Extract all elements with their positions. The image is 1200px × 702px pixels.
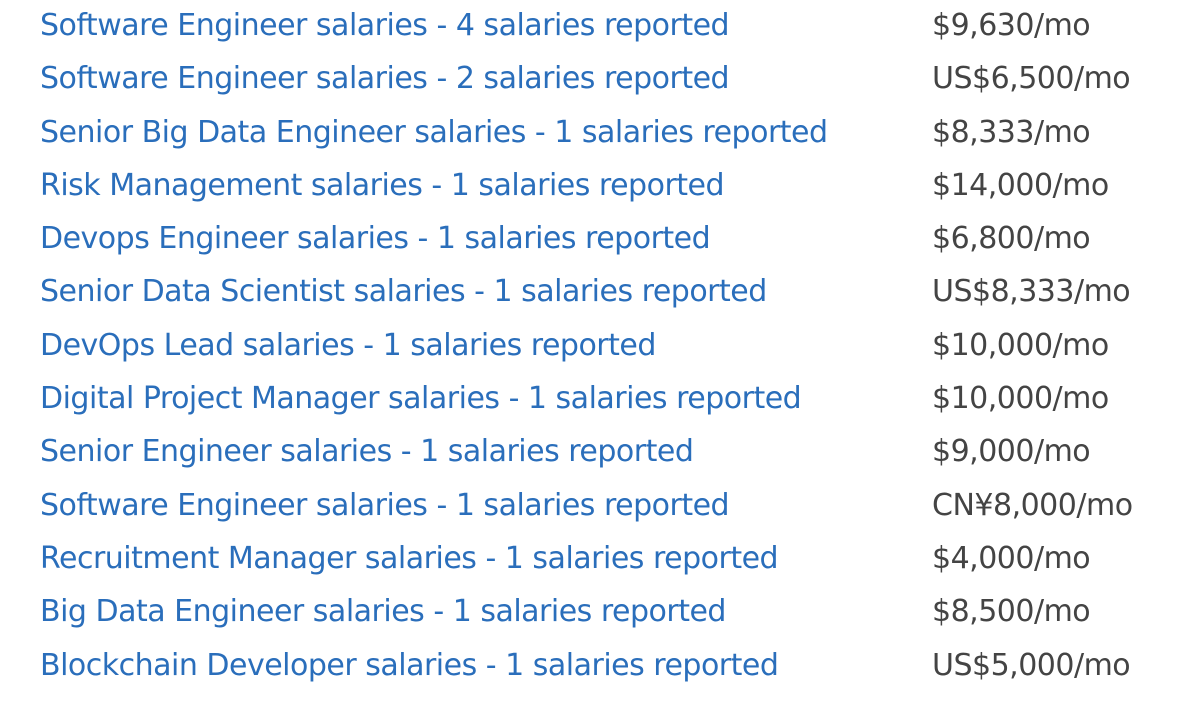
salary-amount: $4,000/mo [932,540,1091,576]
salary-amount: $6,800/mo [932,221,1091,257]
salary-amount: $8,500/mo [932,594,1091,630]
salary-row: Recruitment Manager salaries - 1 salarie… [0,533,1200,586]
job-salary-link[interactable]: Risk Management salaries - 1 salaries re… [40,167,725,203]
job-salary-link[interactable]: DevOps Lead salaries - 1 salaries report… [40,327,656,363]
salary-row: Risk Management salaries - 1 salaries re… [0,160,1200,213]
job-salary-link[interactable]: Senior Engineer salaries - 1 salaries re… [40,434,694,470]
salary-row: Blockchain Developer salaries - 1 salari… [0,640,1200,693]
salary-amount: $10,000/mo [932,327,1109,363]
job-salary-link[interactable]: Recruitment Manager salaries - 1 salarie… [40,540,779,576]
salary-row: Big Data Engineer salaries - 1 salaries … [0,586,1200,639]
salary-amount: $14,000/mo [932,167,1109,203]
salary-amount: $9,630/mo [932,8,1091,43]
salary-row: Senior Engineer salaries - 1 salaries re… [0,426,1200,479]
salary-row: Software Engineer salaries - 4 salaries … [0,0,1200,53]
salary-amount: $9,000/mo [932,434,1091,470]
salary-amount: US$6,500/mo [932,61,1131,97]
salary-amount: $10,000/mo [932,381,1109,417]
job-salary-link[interactable]: Digital Project Manager salaries - 1 sal… [40,381,802,417]
salary-amount: $8,333/mo [932,114,1091,150]
salary-row: Senior Big Data Engineer salaries - 1 sa… [0,107,1200,160]
salary-row: DevOps Lead salaries - 1 salaries report… [0,320,1200,373]
job-salary-link[interactable]: Devops Engineer salaries - 1 salaries re… [40,221,711,257]
job-salary-link[interactable]: Software Engineer salaries - 1 salaries … [40,487,730,523]
salary-row: Devops Engineer salaries - 1 salaries re… [0,213,1200,266]
salary-row: Software Engineer salaries - 1 salaries … [0,480,1200,533]
salary-amount: US$8,333/mo [932,274,1131,310]
salary-row: Senior Data Scientist salaries - 1 salar… [0,266,1200,319]
salary-amount: US$5,000/mo [932,647,1131,683]
salary-amount: CN¥8,000/mo [932,487,1133,523]
job-salary-link[interactable]: Software Engineer salaries - 2 salaries … [40,61,730,97]
job-salary-link[interactable]: Software Engineer salaries - 4 salaries … [40,8,730,43]
job-salary-link[interactable]: Senior Data Scientist salaries - 1 salar… [40,274,767,310]
job-salary-link[interactable]: Senior Big Data Engineer salaries - 1 sa… [40,114,828,150]
salary-row: Digital Project Manager salaries - 1 sal… [0,373,1200,426]
salary-row: Software Engineer salaries - 2 salaries … [0,53,1200,106]
job-salary-link[interactable]: Blockchain Developer salaries - 1 salari… [40,647,779,683]
job-salary-link[interactable]: Big Data Engineer salaries - 1 salaries … [40,594,726,630]
